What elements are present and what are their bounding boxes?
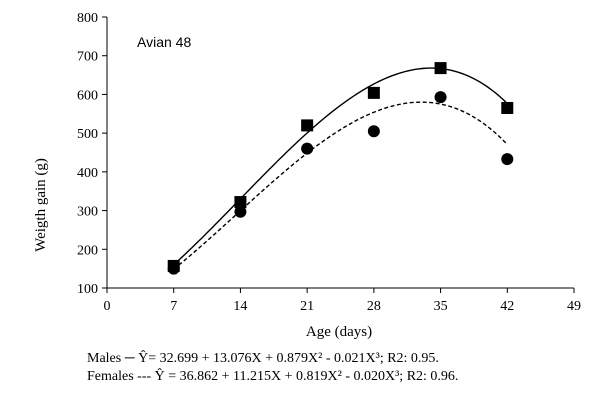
y-tick-label-400: 400 xyxy=(77,166,98,181)
females-fit-curve xyxy=(173,101,508,270)
females-point-14 xyxy=(234,205,247,218)
females-point-42 xyxy=(501,153,514,166)
females-equation: Females --- Ŷ = 36.862 + 11.215X + 0.819… xyxy=(87,369,459,384)
x-tick-label-42: 42 xyxy=(500,299,514,314)
x-tick-label-14: 14 xyxy=(233,299,247,314)
x-tick-label-49: 49 xyxy=(567,299,581,314)
fit-curves xyxy=(173,67,508,270)
females-point-28 xyxy=(367,125,380,138)
males-fit-curve xyxy=(173,67,508,266)
chart-annotation: Avian 48 xyxy=(137,34,191,50)
x-axis-label: Age (days) xyxy=(306,324,372,340)
y-tick-label-500: 500 xyxy=(77,127,98,142)
y-tick-label-100: 100 xyxy=(77,282,98,297)
males-point-14 xyxy=(234,196,247,209)
males-equation: Males ─ Ŷ= 32.699 + 13.076X + 0.879X² - … xyxy=(87,351,439,366)
y-axis-label: Weigth gain (g) xyxy=(33,158,49,252)
y-tick-label-600: 600 xyxy=(77,88,98,103)
x-tick-label-35: 35 xyxy=(434,299,448,314)
y-tick-label-200: 200 xyxy=(77,243,98,258)
females-point-7 xyxy=(167,262,180,275)
males-point-21 xyxy=(301,119,314,132)
females-point-35 xyxy=(434,91,447,104)
x-tick-label-21: 21 xyxy=(300,299,314,314)
tick-labels: 100 200 300 400 500 600 700 800 0 7 14 21 28 35 42 49 xyxy=(77,11,581,314)
x-tick-label-0: 0 xyxy=(104,299,111,314)
y-tick-label-800: 800 xyxy=(77,11,98,26)
x-tick-label-28: 28 xyxy=(367,299,381,314)
data-points xyxy=(167,62,514,275)
y-tick-label-300: 300 xyxy=(77,205,98,220)
y-tick-label-700: 700 xyxy=(77,50,98,65)
females-point-21 xyxy=(301,142,314,155)
chart: 100 200 300 400 500 600 700 800 0 7 14 21 28 35 42 49 A… xyxy=(33,11,581,340)
males-point-35 xyxy=(434,62,447,75)
x-tick-label-7: 7 xyxy=(170,299,177,314)
males-point-28 xyxy=(367,86,380,99)
males-point-42 xyxy=(501,101,514,114)
axes xyxy=(102,16,575,293)
